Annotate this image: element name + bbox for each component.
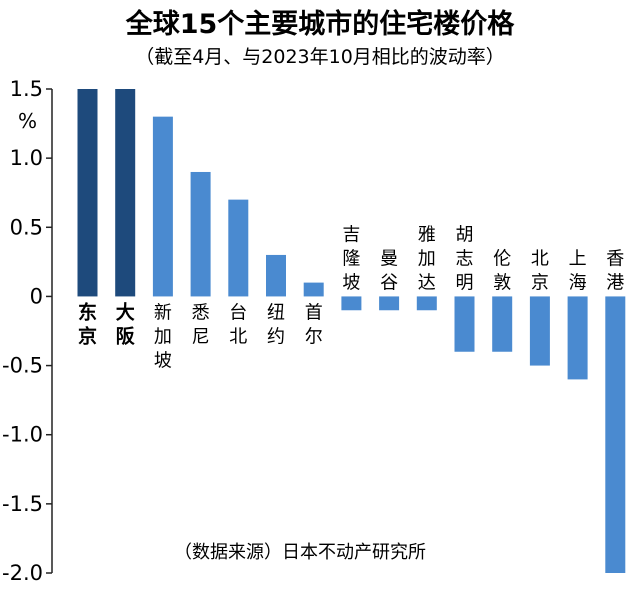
- category-label: 上海: [569, 248, 587, 293]
- bar: [379, 296, 400, 311]
- bar: [605, 296, 626, 573]
- y-tick-label: -0.5: [2, 354, 43, 378]
- y-tick-label: 0.5: [10, 215, 43, 239]
- bar: [303, 282, 324, 297]
- bar: [492, 296, 513, 352]
- category-label: 台北: [229, 302, 247, 347]
- bar: [115, 89, 136, 297]
- bar: [416, 296, 437, 311]
- bar: [341, 296, 362, 311]
- category-label: 雅加达: [418, 224, 436, 293]
- bar: [228, 199, 249, 297]
- y-tick-label: 0: [30, 284, 43, 308]
- category-label: 吉隆坡: [342, 224, 360, 293]
- bar: [529, 296, 550, 366]
- category-label: 香港: [606, 248, 624, 293]
- bar: [567, 296, 588, 380]
- category-label: 伦敦: [493, 248, 511, 293]
- y-tick-label: -1.5: [2, 492, 43, 516]
- chart-title: 全球15个主要城市的住宅楼价格: [125, 8, 516, 40]
- category-label: 大阪: [116, 300, 136, 347]
- y-tick-label: 1.0: [10, 146, 43, 170]
- y-axis-unit-label: %: [18, 109, 37, 133]
- source-note: （数据来源）日本不动产研究所: [174, 542, 426, 563]
- y-tick-label: -2.0: [2, 561, 43, 585]
- chart-subtitle: （截至4月、与2023年10月相比的波动率）: [135, 46, 505, 68]
- category-label: 东京: [78, 300, 97, 347]
- bar: [190, 171, 211, 297]
- bar: [152, 116, 173, 297]
- category-label: 胡志明: [456, 224, 474, 293]
- y-tick-label: 1.5: [10, 77, 43, 101]
- bar: [77, 89, 98, 297]
- category-label: 北京: [531, 248, 549, 293]
- bar: [266, 254, 286, 297]
- category-label: 曼谷: [380, 248, 398, 293]
- bar: [454, 296, 475, 352]
- category-label: 首尔: [305, 302, 323, 347]
- category-label: 新加坡: [154, 302, 172, 371]
- category-label: 纽约: [267, 302, 285, 347]
- y-tick-label: -1.0: [2, 423, 43, 447]
- category-label: 悉尼: [192, 302, 210, 347]
